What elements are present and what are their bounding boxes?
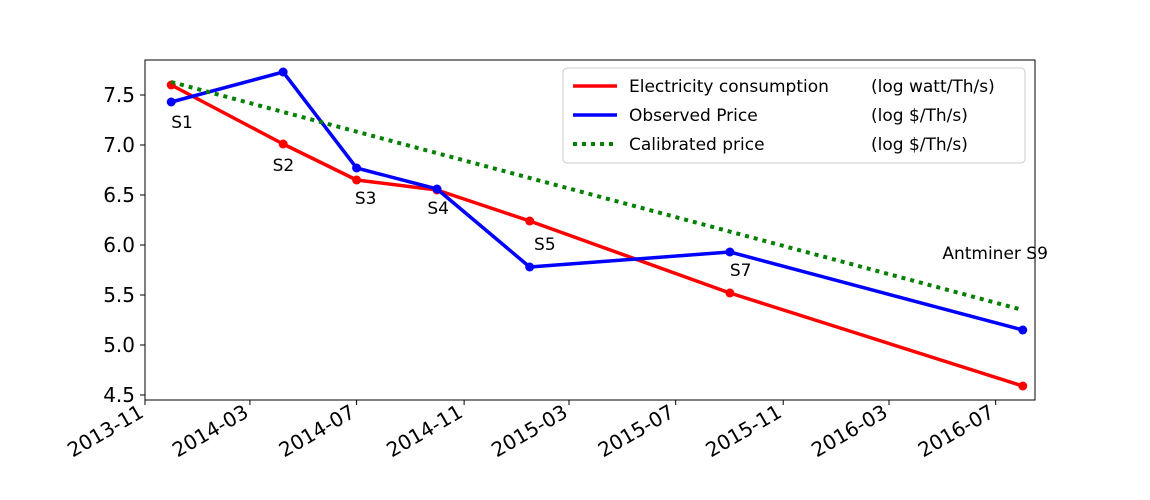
series-2-point xyxy=(352,163,362,173)
x-axis: 2013-11 2014-03 2014-07 2014-11 2015-03 2015-… xyxy=(63,400,998,463)
legend-label: Calibrated price xyxy=(629,135,765,155)
series-2-point xyxy=(525,262,535,272)
x-tick-label: 2016-03 xyxy=(807,400,891,463)
y-axis: 4.5 5.0 5.5 6.0 6.5 7.0 7.5 xyxy=(103,83,145,407)
legend-box xyxy=(562,67,1026,164)
legend-unit: (log $/Th/s) xyxy=(871,135,968,155)
series-layer xyxy=(166,67,1028,391)
annotation-label: S5 xyxy=(534,235,556,255)
x-tick-label: 2014-07 xyxy=(275,400,359,463)
annotation-label: S7 xyxy=(730,261,752,281)
x-tick-label: 2013-11 xyxy=(63,400,147,463)
series-line-3 xyxy=(170,80,1024,312)
series-2-point xyxy=(432,184,442,194)
y-tick-label: 5.5 xyxy=(103,283,135,307)
legend-unit: (log watt/Th/s) xyxy=(871,77,995,97)
plot-frame xyxy=(144,59,1036,401)
series-2-point xyxy=(725,247,735,257)
plot-area xyxy=(144,59,1036,401)
annotation-label: S2 xyxy=(273,156,295,176)
annotation-label: S4 xyxy=(427,199,449,219)
annotation-label: S3 xyxy=(355,189,377,209)
x-tick-label: 2016-07 xyxy=(914,400,998,463)
annotation-label: Antminer S9 xyxy=(942,244,1048,264)
x-tick-label: 2015-11 xyxy=(701,400,785,463)
series-2-point xyxy=(166,97,176,107)
series-1-point xyxy=(352,175,362,185)
y-tick-label: 6.0 xyxy=(103,233,135,257)
series-1-point xyxy=(278,139,288,149)
annotation-layer: S1 S2 S3 S4 S5 S7 Antminer S9 xyxy=(171,113,1048,281)
legend-label: Electricity consumption xyxy=(629,77,829,97)
y-tick-label: 4.5 xyxy=(103,383,135,407)
x-tick-label: 2015-07 xyxy=(594,400,678,463)
legend: Electricity consumption (log watt/Th/s) Ob… xyxy=(562,67,1026,164)
series-1-point xyxy=(1018,381,1028,391)
y-tick-label: 6.5 xyxy=(103,183,135,207)
x-tick-label: 2014-03 xyxy=(168,400,252,463)
series-2-point xyxy=(278,67,288,77)
series-2-point xyxy=(1018,325,1028,335)
x-tick-label: 2014-11 xyxy=(382,400,466,463)
y-tick-label: 5.0 xyxy=(103,333,135,357)
x-tick-label: 2015-03 xyxy=(487,400,571,463)
legend-unit: (log $/Th/s) xyxy=(871,106,968,126)
annotation-label: S1 xyxy=(171,113,193,133)
legend-label: Observed Price xyxy=(629,106,758,126)
y-tick-label: 7.0 xyxy=(103,133,135,157)
y-tick-label: 7.5 xyxy=(103,83,135,107)
series-1-point xyxy=(725,288,735,298)
series-1-point xyxy=(525,216,535,226)
